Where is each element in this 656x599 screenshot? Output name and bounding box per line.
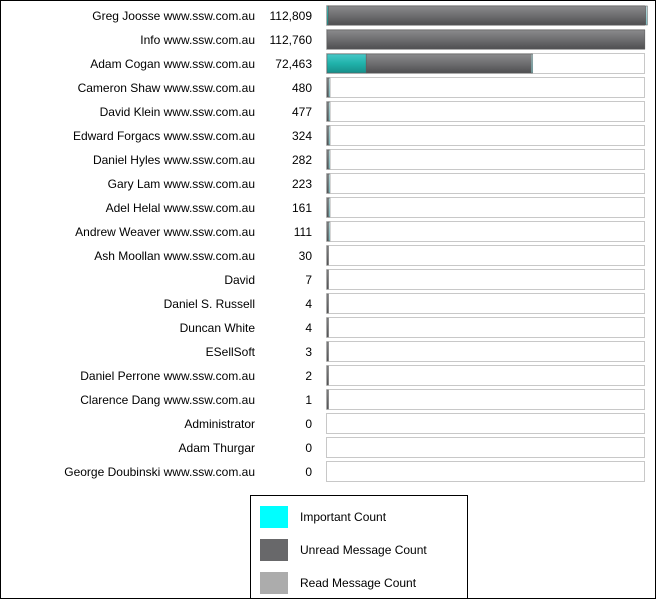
total-label: 4 [305, 297, 312, 311]
total-label: 0 [305, 465, 312, 479]
bar-segment-unread [326, 389, 329, 410]
bar-track [326, 173, 645, 194]
bar-track [326, 365, 645, 386]
bar-segment-important [326, 53, 367, 74]
bar-track [326, 341, 645, 362]
category-label: Adam Cogan www.ssw.com.au [90, 57, 255, 71]
category-label: Info www.ssw.com.au [140, 33, 255, 47]
bar-segment-unread [326, 317, 329, 338]
category-label: Adel Helal www.ssw.com.au [106, 201, 255, 215]
category-label: Cameron Shaw www.ssw.com.au [78, 81, 255, 95]
bar-track [326, 245, 645, 266]
bar-segment-read [328, 197, 331, 218]
total-label: 0 [305, 417, 312, 431]
bar-segment-read [328, 77, 331, 98]
legend: Important Count Unread Message Count Rea… [250, 495, 468, 599]
total-label: 72,463 [275, 57, 312, 71]
bar-segment-read [645, 5, 648, 26]
bar-track [326, 437, 645, 458]
bar-track [326, 389, 645, 410]
total-label: 30 [299, 249, 313, 263]
total-label: 477 [292, 105, 312, 119]
bar-track [326, 77, 645, 98]
total-label: 7 [305, 273, 312, 287]
bar-segment-unread [326, 29, 646, 50]
legend-swatch-unread [260, 539, 288, 561]
total-label: 1 [305, 393, 312, 407]
category-label: David Klein www.ssw.com.au [100, 105, 255, 119]
legend-swatch-read [260, 572, 288, 594]
bar-track [326, 269, 645, 290]
category-label: Edward Forgacs www.ssw.com.au [73, 129, 255, 143]
bar-segment-read [328, 101, 331, 122]
total-label: 161 [292, 201, 312, 215]
bar-track [326, 197, 645, 218]
category-label: ESellSoft [206, 345, 256, 359]
total-label: 480 [292, 81, 312, 95]
bar-segment-unread [365, 53, 532, 74]
category-label: Daniel S. Russell [164, 297, 255, 311]
total-label: 112,809 [270, 9, 313, 23]
category-label: Ash Moollan www.ssw.com.au [94, 249, 255, 263]
total-label: 282 [292, 153, 312, 167]
category-label: George Doubinski www.ssw.com.au [64, 465, 255, 479]
category-label: Andrew Weaver www.ssw.com.au [75, 225, 255, 239]
bar-segment-read [328, 149, 331, 170]
total-label: 3 [305, 345, 312, 359]
bar-track [326, 293, 645, 314]
total-label: 111 [294, 225, 313, 239]
bar-segment-read [328, 173, 331, 194]
bar-segment-unread [328, 5, 647, 26]
total-label: 324 [292, 129, 312, 143]
bar-track [326, 125, 645, 146]
total-label: 4 [305, 321, 312, 335]
category-label: Daniel Hyles www.ssw.com.au [93, 153, 255, 167]
bar-segment-unread [326, 293, 329, 314]
category-label: Adam Thurgar [179, 441, 255, 455]
legend-label-unread: Unread Message Count [300, 543, 427, 557]
category-label: Clarence Dang www.ssw.com.au [80, 393, 255, 407]
category-label: Duncan White [180, 321, 256, 335]
category-label: Administrator [184, 417, 255, 431]
category-label: Daniel Perrone www.ssw.com.au [80, 369, 255, 383]
category-label: Gary Lam www.ssw.com.au [108, 177, 255, 191]
category-label: Greg Joosse www.ssw.com.au [92, 9, 255, 23]
bar-track [326, 149, 645, 170]
bar-track [326, 317, 645, 338]
total-label: 112,760 [270, 33, 313, 47]
legend-label-important: Important Count [300, 510, 387, 524]
legend-label-read: Read Message Count [300, 576, 417, 590]
bar-segment-unread [326, 341, 329, 362]
bar-segment-unread [326, 269, 329, 290]
category-label: David [224, 273, 255, 287]
bar-segment-unread [326, 245, 329, 266]
bar-segment-unread [326, 365, 329, 386]
bar-track [326, 461, 645, 482]
legend-swatch-important [260, 506, 288, 528]
bar-segment-read [328, 125, 331, 146]
total-label: 223 [292, 177, 312, 191]
total-label: 0 [305, 441, 312, 455]
bar-segment-read [531, 53, 534, 74]
bar-segment-read [328, 221, 331, 242]
bar-track [326, 101, 645, 122]
bar-track [326, 413, 645, 434]
bar-chart: Greg Joosse www.ssw.com.au 112,809 Info ww… [64, 5, 648, 482]
bar-track [326, 221, 645, 242]
total-label: 2 [305, 369, 312, 383]
